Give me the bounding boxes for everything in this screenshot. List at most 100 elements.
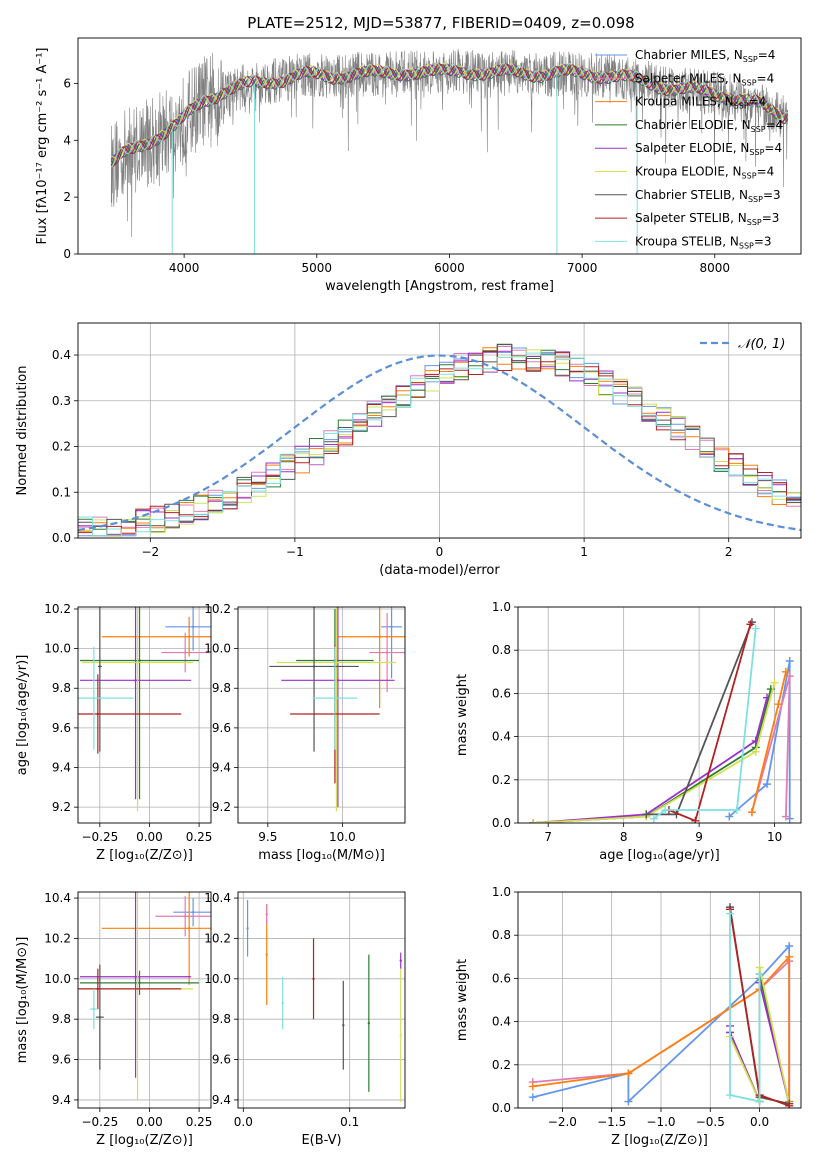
tick-label-y: 6: [63, 76, 71, 90]
tick-label-x: 0.1: [340, 1115, 359, 1129]
tick-label-x: 0.00: [136, 1115, 163, 1129]
point-kroupa-miles: [265, 953, 268, 956]
marker-plus: [726, 1091, 735, 1100]
marker-plus: [747, 808, 756, 817]
point-chabrier-elodie: [138, 659, 141, 662]
axes-frame: [517, 891, 802, 1109]
x-axis-label: mass [log₁₀(M/M⊙)]: [258, 848, 385, 863]
tick-label-x: −1.5: [597, 1115, 626, 1129]
model-spectrum-chabrier-stelib: [110, 64, 789, 165]
point-salpeter-miles: [183, 915, 187, 918]
point-kroupa-stelib: [333, 696, 337, 700]
y-axis-label: mass weight: [455, 674, 470, 756]
tick-label-x: −0.25: [81, 1115, 118, 1129]
marker-plus: [746, 620, 755, 629]
point-chabrier-miles: [390, 625, 393, 629]
plot-mass-weight-vs-age: 7 8 9 10 0.0 0.2 0.4 0.6 0.8 1.0 age [log₁₀(age/yr…: [455, 600, 802, 863]
tick-label-y: 9.2: [212, 800, 231, 814]
tick-label-x: 0.0: [750, 1115, 769, 1129]
marker-plus: [785, 657, 794, 665]
tick-label-y: 9.4: [52, 1093, 71, 1107]
plot-area-age-vs-Z: [78, 607, 211, 812]
marker-plus: [661, 806, 670, 815]
plot-area-spectrum: [110, 48, 789, 254]
tick-label-y: 9.4: [212, 1093, 231, 1107]
legend-label: Salpeter ELODIE, NSSP=4: [635, 141, 782, 157]
plot-spectrum: 4000 5000 6000 7000 8000 0 2 4 6 wavelength [Angs…: [35, 37, 802, 294]
marker-plus: [785, 672, 794, 681]
tick-label-y: 0.0: [492, 1101, 511, 1115]
tick-label-x: 1: [580, 545, 588, 559]
x-axis-label: age [log₁₀(age/yr)]: [599, 848, 720, 863]
y-axis-label: age [log₁₀(age/yr)]: [15, 655, 30, 776]
tick-label-y: 9.6: [52, 1053, 71, 1067]
tick-label-y: 9.8: [212, 681, 231, 695]
marker-plus: [726, 909, 735, 918]
legend-label: Salpeter MILES, NSSP=4: [635, 71, 774, 87]
legend-label: Kroupa MILES, NSSP=4: [635, 95, 766, 111]
point-kroupa-stelib: [92, 696, 96, 700]
tick-label-y: 9.4: [52, 761, 71, 775]
y-axis-label: Normed distribution: [15, 366, 30, 496]
tick-label-y: 10.2: [44, 931, 71, 945]
legend-label: Chabrier ELODIE, NSSP=4: [635, 118, 783, 134]
tick-label-y: 0.2: [492, 1058, 511, 1072]
marker-plus: [529, 819, 538, 823]
marker-plus: [691, 816, 700, 823]
plot-area-mass-vs-Z: [78, 892, 211, 1100]
point-chabrier-elodie: [367, 1022, 371, 1025]
marker-plus: [755, 970, 764, 979]
tick-label-x: 9: [695, 830, 703, 844]
tick-label-y: 9.6: [52, 721, 71, 735]
tick-label-y: 0.4: [492, 730, 511, 744]
tick-label-y: 10.0: [44, 642, 71, 656]
observed-spectrum: [110, 48, 788, 238]
legend-label: Salpeter STELIB, NSSP=3: [635, 211, 779, 227]
marker-plus: [781, 812, 790, 821]
tick-label-y: 0.3: [52, 394, 71, 408]
tick-label-y: 4: [63, 133, 71, 147]
marker-plus: [755, 1097, 764, 1106]
tick-label-x: −2.0: [548, 1115, 577, 1129]
tick-label-y: 10.0: [204, 972, 231, 986]
tick-label-y: 10.2: [44, 602, 71, 616]
point-chabrier-stelib: [312, 665, 316, 668]
tick-label-y: 0.4: [52, 348, 71, 362]
point-chabrier-stelib: [98, 1015, 102, 1019]
plot-mass-vs-Z: −0.25 0.00 0.25 9.4 9.6 9.8 10.0 10.2 10.4 Z [log…: [15, 891, 212, 1148]
tick-label-y: 9.2: [52, 800, 71, 814]
point-chabrier-stelib: [98, 665, 102, 668]
point-salpeter-elodie: [336, 679, 340, 682]
y-axis-label: Flux [fλ10⁻¹⁷ erg cm⁻² s⁻¹ A⁻¹]: [35, 48, 50, 245]
plot-age-vs-mass: 9.5 10.0 9.2 9.4 9.6 9.8 10.0 10.2 mass [log₁₀(M…: [204, 602, 406, 863]
tick-label-x: 5000: [302, 261, 333, 275]
tick-label-y: 9.8: [212, 1012, 231, 1026]
tick-label-x: −1.0: [646, 1115, 675, 1129]
axes-frame: [77, 37, 802, 255]
point-salpeter-elodie: [134, 679, 137, 682]
axes-frame: [237, 891, 406, 1109]
marker-plus: [528, 1093, 537, 1102]
series-chabrier-miles: [728, 660, 791, 819]
plot-age-vs-Z: −0.25 0.00 0.25 9.2 9.4 9.6 9.8 10.0 10.2 Z [log₁…: [15, 602, 212, 863]
tick-label-x: 4000: [169, 261, 200, 275]
point-salpeter-miles: [265, 913, 268, 916]
tick-label-y: 10.0: [44, 972, 71, 986]
point-kroupa-stelib: [281, 1001, 284, 1005]
tick-label-y: 10.2: [204, 602, 231, 616]
marker-plus: [528, 1082, 537, 1091]
point-salpeter-elodie: [134, 975, 137, 978]
tick-label-x: −0.5: [696, 1115, 725, 1129]
tick-label-x: 7: [544, 830, 552, 844]
series-salpeter-elodie: [533, 697, 768, 823]
plot-area-mass-weight-vs-Z: [528, 903, 794, 1108]
histogram-kroupa-elodie: [78, 349, 801, 537]
point-salpeter-miles: [183, 651, 187, 654]
axes-frame: [77, 322, 802, 539]
tick-label-y: 0: [63, 247, 71, 261]
point-chabrier-miles: [191, 910, 195, 914]
tick-label-y: 10.4: [44, 891, 71, 905]
plot-residuals: −2 −1 0 1 2 0.0 0.1 0.2 0.3 0.4 (data-model)/error…: [15, 322, 802, 578]
point-salpeter-stelib: [312, 977, 315, 981]
